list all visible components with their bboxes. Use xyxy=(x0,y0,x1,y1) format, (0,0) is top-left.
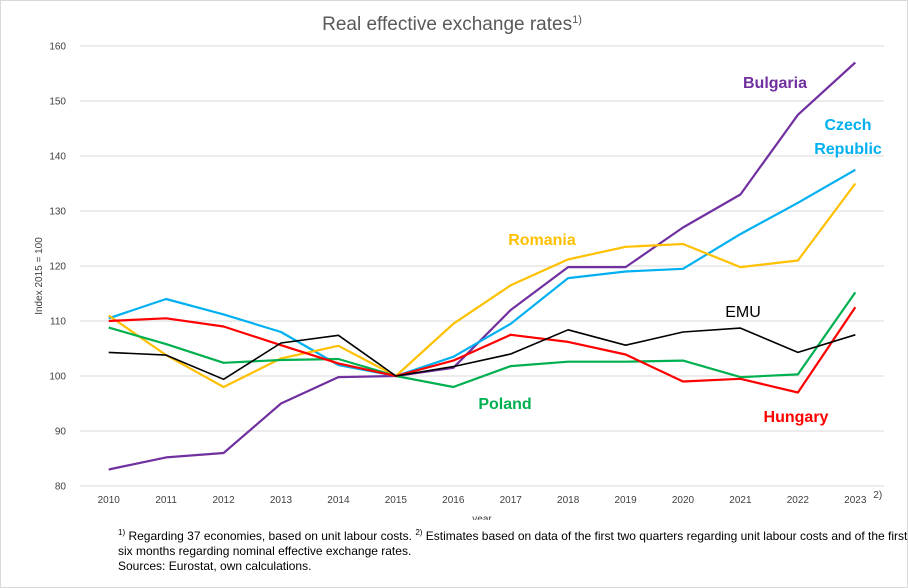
footnote-line-2: six months regarding nominal effective e… xyxy=(118,544,412,558)
chart-title: Real effective exchange rates1) xyxy=(322,14,582,35)
footnote-line-1: 1) Regarding 37 economies, based on unit… xyxy=(118,528,908,543)
x-tick-label: 2020 xyxy=(672,495,695,506)
y-tick-label: 140 xyxy=(49,152,66,163)
x-tick-label: 2019 xyxy=(614,495,637,506)
y-tick-label: 160 xyxy=(49,42,66,53)
series-line-hungary xyxy=(108,306,857,394)
y-tick-label: 100 xyxy=(49,372,66,383)
x-tick-label: 2013 xyxy=(270,495,293,506)
series-line-poland xyxy=(108,291,857,389)
y-axis-label: Index 2015 = 100 xyxy=(34,237,45,315)
series-line-bulgaria xyxy=(108,61,857,471)
series-line-emu xyxy=(108,327,856,381)
x-axis-ticks: 2010 2011 2012 2013 2014 2015 2016 2017 2018 2019… xyxy=(98,490,883,506)
x-tick-label: 2010 xyxy=(98,495,121,506)
gridlines xyxy=(80,45,884,487)
y-tick-label: 130 xyxy=(49,207,66,218)
series-label-hungary: Hungary xyxy=(764,409,829,426)
series-label-emu: EMU xyxy=(725,304,761,321)
series-line-romania xyxy=(108,182,857,389)
y-tick-label: 110 xyxy=(50,317,66,328)
x-tick-label: 2022 xyxy=(787,495,810,506)
series-label-czech-republic: Czech Republic xyxy=(814,117,882,158)
series-line-czech-republic xyxy=(108,168,856,378)
x-tick-label: 2014 xyxy=(327,495,350,506)
x-tick-label: 2016 xyxy=(442,495,465,506)
x-tick-note: 2) xyxy=(873,490,882,501)
y-tick-label: 90 xyxy=(55,427,67,438)
x-tick-label: 2012 xyxy=(212,495,235,506)
x-axis-label: year xyxy=(472,514,492,520)
x-tick-label: 2021 xyxy=(729,495,752,506)
series-label-bulgaria: Bulgaria xyxy=(743,75,807,92)
y-tick-label: 80 xyxy=(55,482,67,493)
x-tick-label: 2015 xyxy=(385,495,408,506)
x-tick-label: 2011 xyxy=(155,495,177,506)
series-lines xyxy=(108,61,857,471)
series-label-romania: Romania xyxy=(508,232,576,249)
series-label-poland: Poland xyxy=(478,396,531,413)
y-tick-label: 150 xyxy=(49,97,66,108)
line-chart: Real effective exchange rates1) 80 90 100 1… xyxy=(34,14,884,520)
x-tick-label: 2017 xyxy=(500,495,523,506)
series-labels: Bulgaria Czech Republic Romania Poland Hungar… xyxy=(478,75,882,426)
x-tick-label: 2018 xyxy=(557,495,580,506)
footnotes: 1) Regarding 37 economies, based on unit… xyxy=(118,525,908,574)
y-tick-label: 120 xyxy=(49,262,66,273)
x-tick-label: 2023 xyxy=(844,495,867,506)
sources-note: Sources: Eurostat, own calculations. xyxy=(118,559,312,573)
y-axis-ticks: 80 90 100 110 120 130 140 150 160 xyxy=(49,42,66,493)
